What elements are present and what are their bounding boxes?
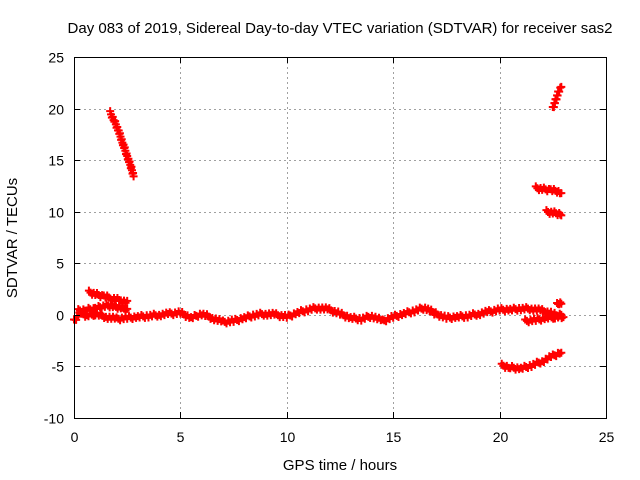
data-point bbox=[129, 172, 138, 181]
y-tick-label: 25 bbox=[48, 50, 64, 66]
x-tick-label: 10 bbox=[280, 429, 296, 445]
data-point bbox=[557, 189, 566, 198]
data-point bbox=[555, 87, 564, 96]
y-tick-label: 10 bbox=[48, 205, 64, 221]
x-tick-label: 5 bbox=[177, 429, 185, 445]
series-early-high-track bbox=[106, 107, 138, 181]
x-axis-label: GPS time / hours bbox=[283, 457, 397, 474]
x-tick-label: 20 bbox=[493, 429, 509, 445]
data-point bbox=[555, 309, 564, 318]
axis-ticks: 0 5 10 15 20 25 -10 -5 0 5 10 15 20 25 bbox=[44, 50, 615, 446]
data-point bbox=[123, 304, 132, 313]
chart-title: Day 083 of 2019, Sidereal Day-to-day VTE… bbox=[68, 20, 613, 37]
data-points bbox=[70, 82, 568, 374]
y-tick-label: 5 bbox=[56, 256, 64, 272]
y-axis-label: SDTVAR / TECUs bbox=[4, 178, 21, 298]
data-point bbox=[123, 296, 132, 305]
series-late-10-track bbox=[542, 206, 566, 220]
series-early-secondary-track bbox=[74, 300, 132, 316]
x-tick-label: 25 bbox=[599, 429, 615, 445]
y-tick-label: 0 bbox=[56, 308, 64, 324]
y-tick-label: -5 bbox=[52, 359, 65, 375]
series-late-short-track bbox=[553, 298, 566, 309]
data-point bbox=[557, 82, 566, 91]
x-tick-label: 0 bbox=[71, 429, 79, 445]
data-point bbox=[557, 348, 566, 357]
y-tick-label: 20 bbox=[48, 102, 64, 118]
series-late-negative-track bbox=[497, 348, 566, 374]
plot-frame bbox=[74, 57, 607, 419]
y-tick-label: -10 bbox=[44, 411, 64, 427]
data-point bbox=[557, 211, 566, 220]
series-late-lower-track bbox=[521, 309, 566, 327]
data-point bbox=[557, 310, 566, 319]
y-tick-label: 15 bbox=[48, 153, 64, 169]
x-tick-label: 15 bbox=[386, 429, 402, 445]
data-point bbox=[556, 298, 565, 307]
series-late-12-track bbox=[531, 182, 566, 198]
data-point bbox=[557, 299, 566, 308]
series-late-high-track bbox=[548, 82, 566, 112]
